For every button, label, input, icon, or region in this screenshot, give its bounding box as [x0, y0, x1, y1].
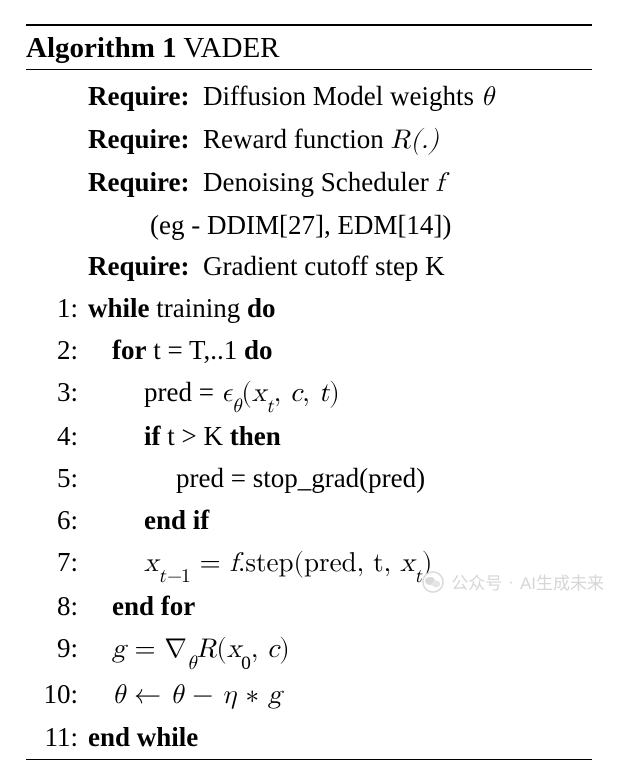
- line-content: θ ← θ − η ∗ g: [88, 674, 282, 717]
- require-math: f: [435, 170, 443, 197]
- algorithm-block: Algorithm 1 VADER Require: Diffusion Mod…: [26, 24, 592, 760]
- kw-then: then: [230, 421, 281, 451]
- line-number: 9:: [26, 628, 88, 670]
- text: pred =: [144, 377, 221, 407]
- line-number: 6:: [26, 500, 88, 542]
- algo-line: 11: end while: [26, 717, 592, 759]
- line-number: 1:: [26, 288, 88, 330]
- line-content: end if: [88, 500, 209, 542]
- line-number: 3:: [26, 372, 88, 414]
- require-line: Require: Diffusion Model weights θ: [26, 76, 592, 119]
- kw-do: do: [244, 335, 273, 365]
- line-content: for t = T,..1 do: [88, 330, 273, 372]
- require-kw: Require:: [88, 81, 190, 111]
- line-content: g = ∇θR(x0, c): [88, 628, 290, 674]
- algo-line: 1: while training do: [26, 288, 592, 330]
- math-expr: g: [112, 636, 126, 663]
- math-expr: (: [241, 380, 252, 407]
- line-number: 10:: [26, 674, 88, 716]
- require-content: Require: Diffusion Model weights θ: [88, 76, 494, 119]
- kw-for: for: [112, 335, 146, 365]
- algorithm-number: Algorithm 1: [26, 32, 177, 64]
- watermark-sep: ·: [508, 572, 514, 592]
- math-expr: xt−1: [144, 550, 191, 577]
- require-text: Denoising Scheduler: [203, 167, 435, 197]
- require-content: Require: Gradient cutoff step K: [88, 246, 445, 288]
- require-text: Gradient cutoff step K: [203, 251, 445, 281]
- math-expr: ϵθ: [221, 380, 242, 407]
- line-content: pred = stop_grad(pred): [88, 458, 425, 500]
- line-number: 5:: [26, 458, 88, 500]
- require-line: Require: Denoising Scheduler f: [26, 162, 592, 205]
- require-math: θ: [481, 84, 494, 111]
- line-content: if t > K then: [88, 416, 281, 458]
- algorithm-body: Require: Diffusion Model weights θ Requi…: [26, 70, 592, 759]
- algo-line: 9: g = ∇θR(x0, c): [26, 628, 592, 674]
- watermark-name: AI生成未来: [520, 569, 604, 594]
- kw-do: do: [247, 293, 276, 323]
- line-content: end for: [88, 586, 195, 628]
- require-line: Require: Gradient cutoff step K: [26, 246, 592, 288]
- require-kw: Require:: [88, 124, 190, 154]
- watermark-label: 公众号: [451, 569, 502, 594]
- algo-line: 2: for t = T,..1 do: [26, 330, 592, 372]
- require-math: R(.): [390, 127, 438, 154]
- line-content: pred = ϵθ(xt, c, t): [88, 372, 340, 417]
- line-content: while training do: [88, 288, 276, 330]
- line-number: 2:: [26, 330, 88, 372]
- line-number: 11:: [26, 717, 88, 759]
- algo-line: 10: θ ← θ − η ∗ g: [26, 674, 592, 717]
- kw-endif: end if: [144, 505, 209, 535]
- line-content: xt−1 = f.step(pred, t, xt): [88, 542, 432, 587]
- require-kw: Require:: [88, 167, 190, 197]
- algo-line: 6: end if: [26, 500, 592, 542]
- kw-endfor: end for: [112, 591, 195, 621]
- require-text: Reward function: [203, 124, 390, 154]
- line-number: 8:: [26, 586, 88, 628]
- require-content: Require: Denoising Scheduler f: [88, 162, 444, 205]
- line-content: end while: [88, 717, 198, 759]
- algo-line: 3: pred = ϵθ(xt, c, t): [26, 372, 592, 417]
- line-number: 4:: [26, 416, 88, 458]
- algorithm-title: Algorithm 1 VADER: [26, 26, 592, 69]
- watermark: 公众号 · AI生成未来: [421, 569, 604, 594]
- require-kw: Require:: [88, 251, 190, 281]
- require-text: Diffusion Model weights: [203, 81, 481, 111]
- require-continuation: (eg - DDIM[27], EDM[14]): [26, 205, 592, 247]
- kw-endwhile: end while: [88, 722, 198, 752]
- kw-if: if: [144, 421, 161, 451]
- text: pred = stop_grad(pred): [176, 463, 425, 493]
- rule-bottom: [26, 759, 592, 760]
- require-line: Require: Reward function R(.): [26, 119, 592, 162]
- line-number: 7:: [26, 542, 88, 584]
- algorithm-name: VADER: [183, 32, 279, 64]
- kw-while: while: [88, 293, 150, 323]
- wechat-icon: [421, 570, 445, 594]
- algo-line: 5: pred = stop_grad(pred): [26, 458, 592, 500]
- require-content: Require: Reward function R(.): [88, 119, 439, 162]
- math-expr: θ: [112, 682, 125, 709]
- algo-line: 4: if t > K then: [26, 416, 592, 458]
